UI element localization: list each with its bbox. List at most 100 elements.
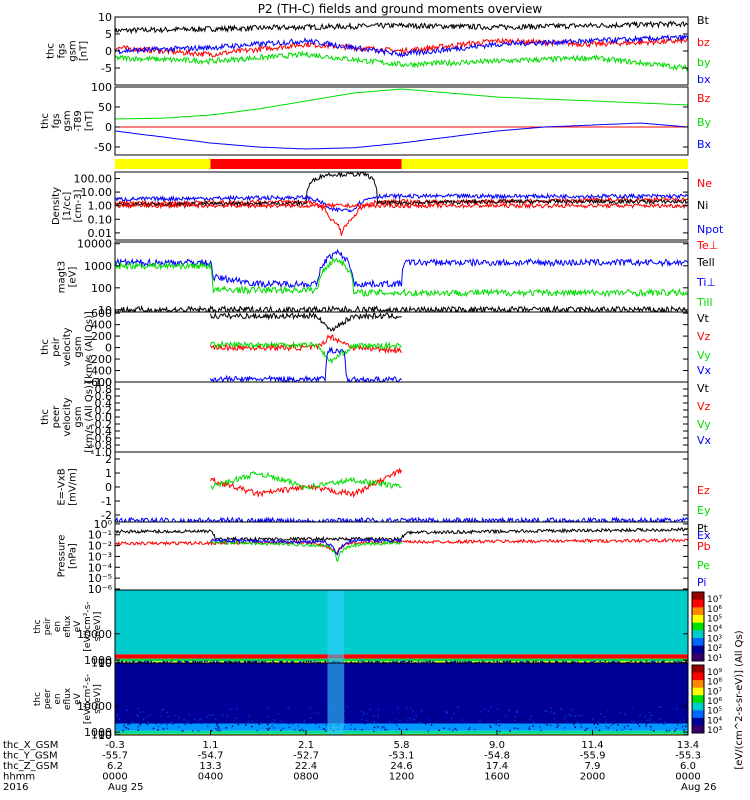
y-tick-label: 1000 — [84, 654, 112, 667]
spectrogram-speck — [535, 660, 537, 663]
spectrogram-speck — [638, 725, 641, 728]
spectrogram-speck — [573, 723, 575, 725]
spectrogram-speck — [137, 729, 139, 731]
spectrogram-speck — [139, 711, 142, 714]
spectrogram-speck — [142, 718, 145, 720]
spectrogram-speck — [488, 724, 491, 727]
y-tick-label: -5 — [101, 62, 112, 75]
spectrogram-speck — [667, 714, 669, 717]
spectrogram-speck — [361, 728, 363, 731]
spectrogram-speck — [395, 661, 397, 663]
spectrogram-speck — [187, 660, 189, 663]
spectrogram-speck — [505, 715, 507, 718]
spectrogram-speck — [466, 716, 469, 719]
spectrogram-speck — [264, 717, 267, 720]
spectrogram-speck — [532, 721, 535, 724]
spectrogram-speck — [479, 720, 481, 722]
spectrogram-speck — [490, 706, 492, 708]
spectrogram-speck — [570, 719, 572, 721]
legend-Pe: Pe — [697, 559, 710, 572]
spectrogram-speck — [233, 661, 236, 663]
spectrogram-speck — [153, 719, 156, 721]
spectrogram-speck — [245, 713, 248, 715]
spectrogram-speck — [203, 660, 206, 663]
spectrogram-speck — [617, 724, 619, 726]
y-tick-label: 10⁻² — [88, 540, 112, 553]
y-tick-label: 1.0 — [95, 376, 113, 389]
legend-Bt: Bt — [697, 14, 710, 27]
y-axis-label: thc — [33, 692, 43, 706]
spectrogram-speck — [676, 724, 679, 726]
spectrogram-speck — [410, 660, 413, 663]
spectrogram-speck — [217, 726, 220, 728]
spectrogram-speck — [231, 661, 233, 663]
y-axis-label: thc — [40, 339, 51, 355]
spectrogram-speck — [349, 728, 352, 730]
spectrogram-speck — [267, 729, 269, 731]
spectrogram-speck — [516, 711, 518, 714]
spectrogram-speck — [599, 660, 601, 662]
spectrogram-speck — [556, 726, 558, 728]
spectrogram-speck — [589, 661, 592, 663]
x-row-label: thc_Z_GSM — [3, 761, 58, 772]
spectrogram-speck — [662, 661, 664, 663]
spectrogram-speck — [408, 660, 411, 663]
spectrogram-speck — [553, 712, 556, 715]
panel-1: 10 5 0 -5 thc fgs gsm [nT] Bt bz by bx — [46, 11, 711, 86]
spectrogram-speck — [462, 661, 464, 663]
spectrogram-speck — [393, 661, 395, 663]
spectrogram-speck — [508, 709, 511, 711]
y-tick-label: 100 — [91, 657, 112, 670]
legend-Bx: Bx — [697, 138, 712, 151]
spectrogram-speck — [616, 711, 618, 714]
spectrogram-speck — [488, 715, 490, 717]
spectrogram-speck — [360, 660, 363, 662]
spectrogram-speck — [677, 660, 679, 663]
panel-frame — [114, 241, 689, 313]
spectrogram-speck — [478, 661, 480, 663]
panel-2: 100 50 0 -50 thc fgs gsm -T89 [nT] Bz By Bx — [40, 81, 712, 156]
colorbar-tick-label: 10⁶ — [707, 697, 722, 707]
spectrogram-speck — [288, 726, 291, 728]
spectrogram-speck — [148, 714, 151, 717]
y-axis-label: gsm — [73, 336, 84, 357]
spectrogram-speck — [184, 723, 186, 726]
spectrogram-speck — [133, 660, 136, 663]
y-axis-label: [km/s (All Qs)] — [84, 311, 95, 383]
spectrogram-speck — [544, 710, 546, 712]
spectrogram-speck — [381, 721, 383, 723]
spectrogram-speck — [281, 661, 283, 663]
spectrogram-speck — [585, 708, 587, 711]
spectrogram-speck — [603, 714, 605, 716]
spectrogram-speck — [525, 707, 528, 709]
spectrogram-speck — [260, 716, 263, 718]
spectrogram-speck — [563, 713, 566, 715]
spectrogram-speck — [251, 661, 254, 663]
legend-By: By — [697, 116, 712, 129]
spectrogram-speck — [516, 710, 519, 713]
spectrogram-speck — [449, 661, 452, 663]
spectrogram-speck — [409, 707, 412, 709]
spectrogram-speck — [137, 715, 140, 718]
spectrogram-speck — [633, 721, 635, 723]
colorbar-tick-label: 10⁸ — [707, 678, 722, 688]
spectrogram-speck — [610, 724, 612, 727]
spectrogram-speck — [423, 661, 425, 663]
spectrogram-speck — [283, 707, 285, 710]
spectrogram-speck — [187, 715, 190, 717]
spectrogram-speck — [395, 719, 398, 721]
spectrogram-speck — [377, 708, 380, 711]
spectrogram-speck — [209, 714, 211, 716]
spectrogram-speck — [604, 660, 607, 662]
spectrogram-speck — [630, 660, 633, 662]
spectrogram-speck — [212, 661, 214, 663]
spectrogram-speck — [193, 718, 196, 720]
spectrogram-speck — [607, 661, 610, 663]
spectrogram-speck — [659, 718, 661, 720]
spectrogram-speck — [448, 728, 451, 730]
spectrogram-speck — [470, 661, 472, 663]
spectrogram-speck — [496, 660, 499, 663]
spectrogram-speck — [215, 713, 218, 716]
